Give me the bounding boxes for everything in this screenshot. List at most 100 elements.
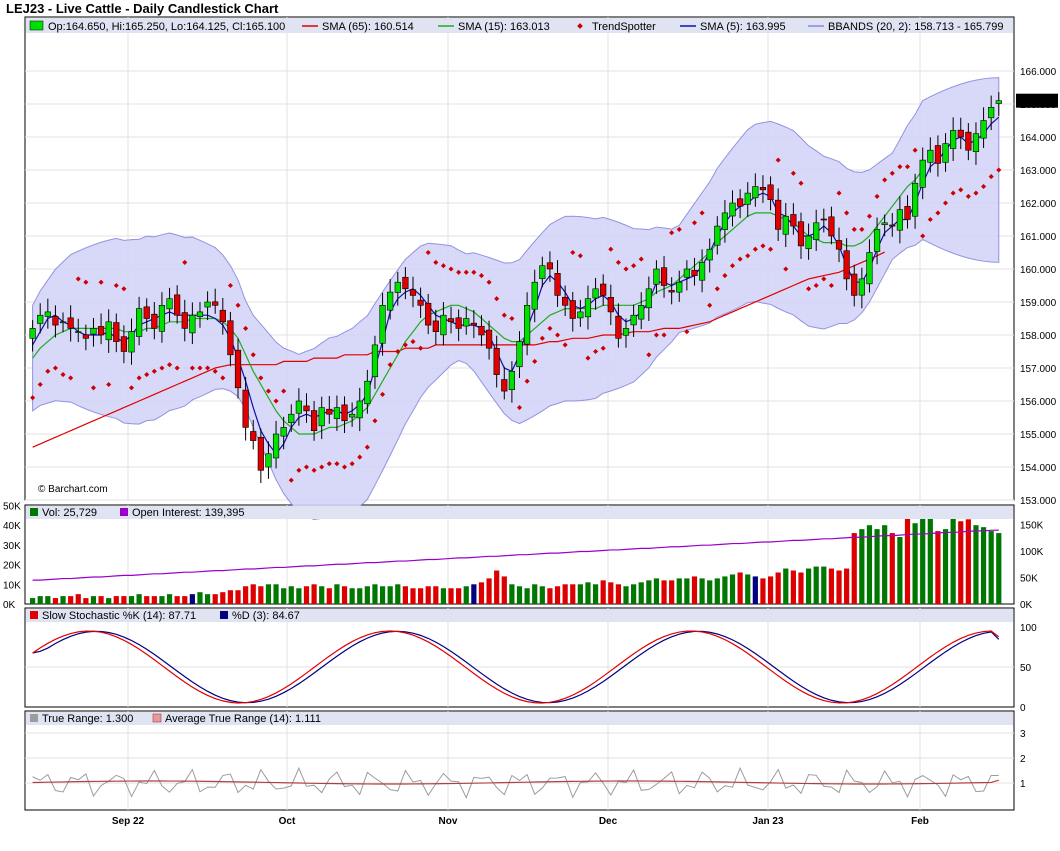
price-tick-label: 156.000: [1020, 397, 1057, 408]
trendspotter-dot: [547, 325, 553, 331]
volume-bar: [745, 574, 751, 604]
volume-bar: [836, 570, 842, 604]
candle-up: [333, 407, 341, 419]
trendspotter-dot: [593, 348, 599, 355]
trendspotter-dot: [874, 193, 880, 199]
candle-up: [592, 288, 599, 299]
candle-up: [813, 222, 820, 240]
volume-bar: [889, 533, 895, 604]
trendspotter-dot: [326, 461, 332, 467]
volume-bar: [395, 584, 401, 604]
candle-down: [470, 322, 477, 326]
volume-bar: [83, 598, 89, 604]
trendspotter-dot: [258, 375, 264, 381]
trendspotter-dot: [471, 269, 477, 275]
volume-bar: [182, 596, 188, 604]
candle-down: [797, 221, 805, 247]
price-tick-label: 161.000: [1020, 232, 1057, 243]
trendspotter-dot: [965, 193, 971, 199]
trendspotter-dot: [790, 170, 796, 176]
price-tick-label: 157.000: [1020, 364, 1057, 375]
trendspotter-dot: [669, 230, 675, 236]
volume-bar: [364, 586, 370, 604]
candle-up: [280, 427, 287, 437]
candle-up: [645, 288, 652, 309]
volume-bar: [942, 529, 949, 604]
candle-up: [524, 304, 531, 345]
candle-down: [67, 317, 74, 329]
volume-bar: [547, 588, 553, 604]
volume-bar: [539, 586, 545, 604]
candle-down: [554, 273, 561, 296]
volume-legend-bar: [26, 506, 1013, 519]
volume-bar: [166, 594, 173, 604]
candle-up: [683, 268, 690, 278]
volume-bar: [737, 572, 743, 604]
atr-panel: [24, 710, 1015, 811]
trendspotter-dot: [813, 282, 819, 289]
trendspotter-dot: [623, 266, 629, 272]
volume-bar: [935, 531, 941, 604]
volume-bar: [501, 576, 507, 604]
trendspotter-dot: [539, 335, 545, 341]
trendspotter-dot: [372, 418, 378, 424]
volume-bar: [980, 527, 987, 604]
trendspotter-dot: [212, 368, 218, 374]
volume-bar: [882, 525, 888, 604]
candle-up: [577, 311, 584, 319]
trendspotter-dot: [532, 358, 538, 364]
trendspotter-dot: [334, 461, 340, 467]
candle-down: [425, 302, 432, 326]
volume-bar: [250, 584, 256, 604]
candle-down: [607, 297, 614, 313]
candle-up: [265, 453, 272, 468]
volume-left-tick: 0K: [3, 600, 16, 611]
candle-up: [927, 149, 934, 163]
vol-legend-swatch: [30, 508, 38, 516]
sma15-line: [32, 169, 924, 435]
volume-bar: [379, 586, 386, 604]
volume-bar: [653, 578, 660, 604]
volume-bar: [227, 590, 234, 604]
candle-up: [584, 298, 592, 318]
candle-up: [706, 248, 713, 261]
volume-bar: [281, 588, 287, 604]
candle-up: [379, 304, 386, 344]
volume-right-tick: 0K: [1020, 600, 1033, 611]
candle-up: [942, 143, 949, 163]
candle-up: [318, 407, 325, 427]
candle-up: [919, 159, 926, 188]
candle-down: [219, 309, 226, 323]
trendspotter-dot: [30, 395, 36, 401]
x-axis-label: Feb: [911, 816, 929, 827]
candle-up: [714, 225, 721, 246]
candle-up: [166, 298, 173, 310]
volume-bar: [767, 576, 774, 604]
atr-legend: Average True Range (14): 1.111: [165, 713, 321, 725]
volume-bar: [357, 588, 363, 604]
candle-up: [972, 133, 980, 153]
volume-bar: [189, 594, 195, 604]
sma65-legend: SMA (65): 160.514: [322, 21, 414, 33]
volume-bar: [243, 586, 249, 604]
candle-down: [151, 313, 158, 329]
candle-up: [539, 265, 546, 279]
stoch-tick-label: 50: [1020, 663, 1032, 674]
candle-up: [676, 281, 683, 293]
trendspotter-dot: [357, 454, 363, 460]
stoch-d-legend-swatch: [220, 611, 228, 619]
x-axis-label: Dec: [599, 816, 618, 827]
candle-up: [128, 331, 135, 353]
candle-up: [37, 314, 44, 324]
candle-up: [858, 278, 865, 296]
stoch-k-line: [32, 630, 1000, 704]
stoch-tick-label: 100: [1020, 623, 1037, 634]
candle-down: [409, 289, 417, 296]
trendspotter-dot: [113, 282, 119, 289]
stoch-k-legend: Slow Stochastic %K (14): 87.71: [42, 610, 196, 622]
candle-down: [843, 250, 850, 280]
price-tick-label: 162.000: [1020, 199, 1057, 210]
candle-down: [432, 320, 439, 332]
candle-up: [288, 413, 295, 424]
candle-down: [417, 299, 424, 306]
